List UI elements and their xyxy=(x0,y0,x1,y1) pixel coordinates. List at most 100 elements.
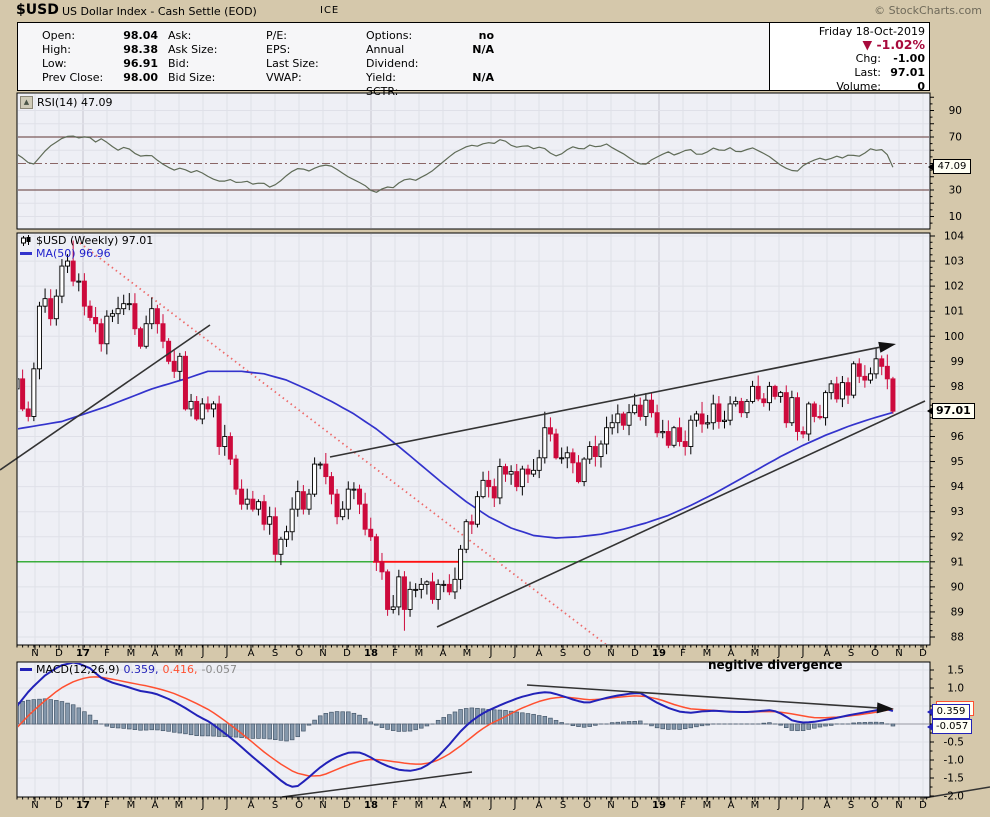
macd-hist-value: -0.057 xyxy=(201,663,238,676)
svg-text:M: M xyxy=(175,648,184,659)
svg-text:92: 92 xyxy=(951,531,964,543)
macd-value: 0.359, xyxy=(123,663,159,676)
quote-column-0: Open: 98.04 High: 98.38 Low: 96.91 Prev Close:… xyxy=(42,29,158,85)
down-triangle-icon: ▼ xyxy=(862,37,873,52)
svg-text:M: M xyxy=(703,800,712,811)
svg-text:D: D xyxy=(343,800,351,811)
svg-text:101: 101 xyxy=(944,306,964,318)
svg-text:A: A xyxy=(440,800,447,811)
rsi-indicator-icon: ▲ xyxy=(20,96,33,109)
svg-text:-1.5: -1.5 xyxy=(944,773,965,785)
svg-text:N: N xyxy=(607,648,614,659)
copyright: © StockCharts.com xyxy=(874,4,982,17)
svg-text:93: 93 xyxy=(951,506,964,518)
percent-change: ▼ -1.02% xyxy=(770,38,925,52)
svg-text:19: 19 xyxy=(652,800,666,811)
quote-label: Prev Close: xyxy=(42,71,104,84)
svg-text:A: A xyxy=(728,800,735,811)
svg-text:103: 103 xyxy=(944,256,964,268)
svg-text:M: M xyxy=(415,648,424,659)
svg-text:O: O xyxy=(871,648,879,659)
quote-row: P/E: xyxy=(266,29,368,43)
svg-text:-1.0: -1.0 xyxy=(944,755,965,767)
svg-text:104: 104 xyxy=(944,231,964,243)
svg-text:J: J xyxy=(801,800,805,811)
ma-line-icon xyxy=(20,252,32,255)
chg-value: -1.00 xyxy=(893,52,925,65)
quote-label: Open: xyxy=(42,29,76,42)
svg-text:M: M xyxy=(751,648,760,659)
svg-text:100: 100 xyxy=(944,331,964,343)
ticker-symbol: $USD xyxy=(16,2,59,18)
svg-text:J: J xyxy=(201,800,205,811)
svg-text:J: J xyxy=(225,800,229,811)
svg-text:A: A xyxy=(536,800,543,811)
svg-text:F: F xyxy=(680,800,686,811)
svg-text:90: 90 xyxy=(949,105,962,117)
svg-text:O: O xyxy=(295,800,303,811)
quote-row: Open: 98.04 xyxy=(42,29,158,43)
quote-value xyxy=(338,29,368,43)
quote-label: Low: xyxy=(42,57,67,70)
svg-text:M: M xyxy=(415,800,424,811)
last-row: Last: 97.01 xyxy=(770,66,925,80)
svg-text:M: M xyxy=(127,648,136,659)
quote-row: EPS: xyxy=(266,43,368,57)
svg-text:M: M xyxy=(463,648,472,659)
quote-column-2: P/E: EPS: Last Size: VWAP: xyxy=(266,29,368,85)
price-legend-label: $USD (Weekly) 97.01 xyxy=(36,234,154,247)
svg-text:A: A xyxy=(152,648,159,659)
svg-text:A: A xyxy=(824,648,831,659)
quote-label: Ask Size: xyxy=(168,43,218,56)
svg-text:J: J xyxy=(513,800,517,811)
svg-text:10: 10 xyxy=(949,211,962,223)
svg-text:J: J xyxy=(225,648,229,659)
svg-text:D: D xyxy=(55,648,63,659)
macd-line-icon xyxy=(20,668,32,671)
candlesticks xyxy=(18,240,896,631)
macd-legend-label: MACD(12,26,9) xyxy=(36,663,120,676)
svg-text:70: 70 xyxy=(949,132,962,144)
svg-text:J: J xyxy=(489,648,493,659)
svg-text:96: 96 xyxy=(951,431,965,443)
quote-label: Last Size: xyxy=(266,57,319,70)
chg-row: Chg: -1.00 xyxy=(770,52,925,66)
svg-text:M: M xyxy=(463,800,472,811)
quote-row: Prev Close: 98.00 xyxy=(42,71,158,85)
quote-value: 98.38 xyxy=(123,43,158,56)
svg-text:F: F xyxy=(680,648,686,659)
quote-panel: Friday 18-Oct-2019 ▼ -1.02% Chg: -1.00 La… xyxy=(17,22,930,98)
quote-row: Yield: N/A xyxy=(366,71,494,85)
quote-row: Ask: xyxy=(168,29,268,43)
quote-label: Bid Size: xyxy=(168,71,216,84)
rsi-value-box: 47.09 xyxy=(928,159,971,174)
svg-text:18: 18 xyxy=(364,648,378,659)
quote-value xyxy=(460,85,494,99)
volume-row: Volume: 0 xyxy=(770,80,925,94)
exchange-label: ICE xyxy=(320,5,340,16)
svg-text:A: A xyxy=(536,648,543,659)
price-value-box: 97.01 xyxy=(927,403,975,419)
svg-text:N: N xyxy=(319,648,326,659)
chg-label: Chg: xyxy=(855,52,881,65)
quote-row: SCTR: xyxy=(366,85,494,99)
candlestick-icon xyxy=(21,234,31,246)
quote-value: no xyxy=(478,29,494,42)
divergence-annotation: negitive divergence xyxy=(708,658,843,672)
svg-text:O: O xyxy=(871,800,879,811)
quote-label: Annual Dividend: xyxy=(366,43,419,70)
quote-row: Annual Dividend: N/A xyxy=(366,43,494,71)
quote-label: P/E: xyxy=(266,29,287,42)
quote-value: N/A xyxy=(472,71,494,84)
svg-text:N: N xyxy=(895,800,902,811)
rsi-legend-label: RSI(14) 47.09 xyxy=(37,96,113,109)
svg-text:102: 102 xyxy=(944,281,964,293)
macd-series xyxy=(18,663,896,788)
ma-legend: MA(50) 96.96 xyxy=(20,247,111,260)
svg-text:19: 19 xyxy=(652,648,666,659)
svg-text:S: S xyxy=(272,648,278,659)
quote-label: Yield: xyxy=(366,71,396,84)
quote-value xyxy=(338,57,368,71)
